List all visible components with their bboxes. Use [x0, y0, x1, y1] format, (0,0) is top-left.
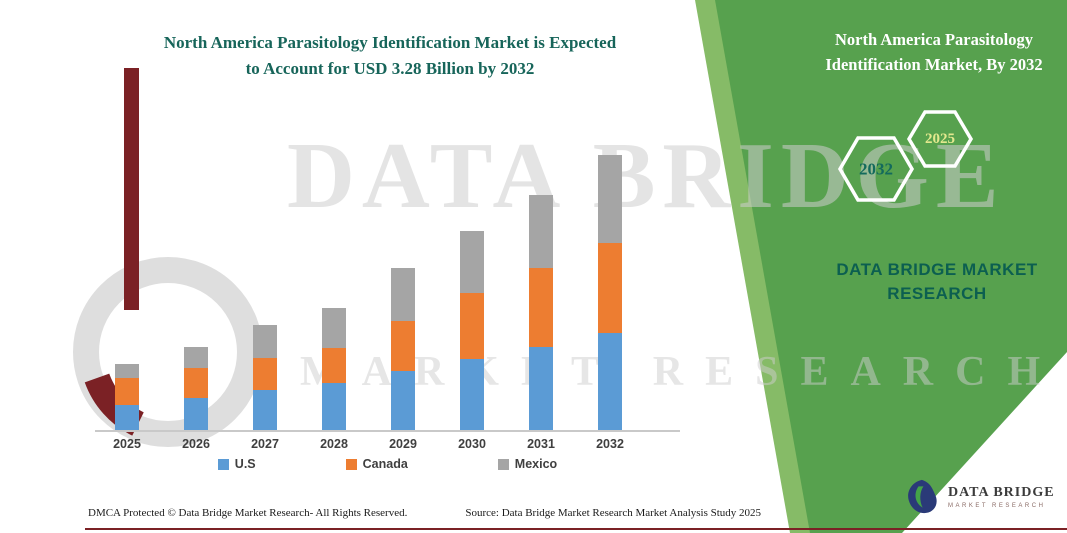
chart-title: North America Parasitology Identificatio…: [90, 30, 690, 83]
legend-item-mexico: Mexico: [497, 457, 558, 471]
legend: U.S Canada Mexico: [95, 457, 680, 471]
company-logo: DATA BRIDGE MARKET RESEARCH: [903, 477, 1055, 517]
side-panel-brand-line2: RESEARCH: [887, 283, 987, 303]
bar-segment-canada: [460, 293, 484, 359]
company-logo-text: DATA BRIDGE MARKET RESEARCH: [948, 485, 1055, 509]
x-axis-label: 2026: [182, 437, 210, 451]
x-axis-label: 2032: [596, 437, 624, 451]
bar-2026: [184, 347, 208, 430]
x-axis-label: 2030: [458, 437, 486, 451]
green-accent-stripe: [695, 0, 812, 533]
bar-2032: [598, 155, 622, 430]
bar-2031: [529, 195, 553, 430]
chart-title-line2: to Account for USD 3.28 Billion by 2032: [245, 59, 535, 79]
dmca-notice: DMCA Protected © Data Bridge Market Rese…: [88, 507, 408, 519]
legend-item-us: U.S: [217, 457, 256, 471]
legend-swatch: [345, 458, 357, 470]
x-axis-label: 2028: [320, 437, 348, 451]
bar-segment-canada: [253, 358, 277, 390]
bar-segment-canada: [391, 321, 415, 371]
side-panel-title: North America Parasitology Identificatio…: [808, 28, 1060, 78]
bird-body: [908, 479, 937, 514]
hexagon-2025: [906, 110, 974, 168]
legend-item-canada: Canada: [345, 457, 408, 471]
bar-2027: [253, 325, 277, 430]
bar-segment-canada: [115, 378, 139, 405]
side-panel-brand-line1: DATA BRIDGE MARKET: [836, 260, 1038, 279]
bar-segment-us: [391, 371, 415, 430]
chart-title-line1: North America Parasitology Identificatio…: [163, 33, 617, 52]
watermark-text-secondary: MARKET RESEARCH: [300, 349, 1063, 395]
legend-swatch: [497, 458, 509, 470]
x-axis-label: 2025: [113, 437, 141, 451]
legend-label: Mexico: [514, 457, 558, 471]
bar-segment-mexico: [322, 308, 346, 348]
bar-segment-us: [115, 405, 139, 430]
year-hexagons: 2032 2025: [837, 110, 974, 202]
x-axis-label: 2031: [527, 437, 555, 451]
bar-segment-us: [253, 390, 277, 430]
bar-segment-us: [184, 398, 208, 430]
company-subtext: MARKET RESEARCH: [948, 503, 1046, 509]
bar-segment-canada: [184, 368, 208, 398]
bar-segment-canada: [529, 268, 553, 347]
bar-segment-us: [322, 383, 346, 430]
bar-2030: [460, 231, 484, 430]
hexagon-2025-label: 2025: [925, 131, 955, 147]
x-axis-label: 2029: [389, 437, 417, 451]
bar-2029: [391, 268, 415, 430]
x-axis-label: 2027: [251, 437, 279, 451]
bar-2028: [322, 308, 346, 430]
legend-swatch: [217, 458, 229, 470]
hexagon-2032: [837, 136, 915, 202]
watermark-logo-stem: [124, 68, 139, 310]
plot-area: 2025 2026 2027 2028 2029 2030 2031 2032: [95, 140, 680, 451]
watermark-text-primary: DATA BRIDGE: [287, 124, 1006, 228]
bird-logo-icon: [908, 479, 937, 514]
bar-segment-mexico: [115, 364, 139, 378]
bar-segment-mexico: [460, 231, 484, 293]
side-panel-title-line2: Identification Market, By 2032: [825, 54, 1043, 74]
bar-segment-us: [460, 359, 484, 430]
side-panel-brand: DATA BRIDGE MARKET RESEARCH: [812, 258, 1062, 306]
legend-label: Canada: [362, 457, 408, 471]
bar-segment-us: [529, 347, 553, 430]
green-main-shape: [715, 0, 1067, 533]
bar-segment-us: [598, 333, 622, 430]
bar-2025: [115, 364, 139, 430]
bar-segment-canada: [322, 348, 346, 383]
hexagon-2032-label: 2032: [859, 160, 893, 179]
bar-segment-mexico: [598, 155, 622, 243]
bar-segment-mexico: [529, 195, 553, 268]
watermark-logo-ring: [73, 257, 263, 447]
bottom-rule: [85, 528, 1067, 530]
bar-segment-canada: [598, 243, 622, 333]
bar-segment-mexico: [184, 347, 208, 368]
footer: DMCA Protected © Data Bridge Market Rese…: [88, 507, 761, 519]
bar-segment-mexico: [253, 325, 277, 358]
source-note: Source: Data Bridge Market Research Mark…: [465, 507, 762, 519]
bar-segment-mexico: [391, 268, 415, 321]
bird-wing: [915, 486, 924, 508]
side-panel-title-line1: North America Parasitology: [835, 30, 1033, 49]
legend-label: U.S: [234, 457, 256, 471]
company-name: DATA BRIDGE: [948, 485, 1055, 500]
